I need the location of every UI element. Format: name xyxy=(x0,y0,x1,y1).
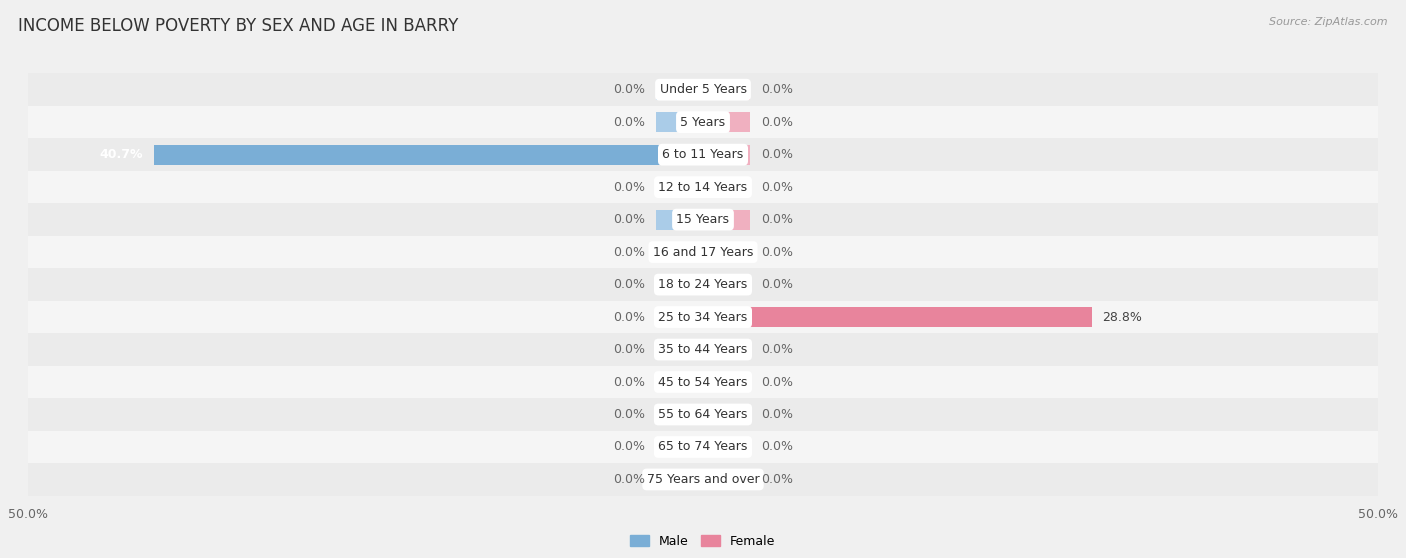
Text: 0.0%: 0.0% xyxy=(761,440,793,454)
Bar xyxy=(28,268,1378,301)
Bar xyxy=(655,339,703,359)
Bar xyxy=(28,301,1378,333)
Text: 0.0%: 0.0% xyxy=(613,440,645,454)
Text: 12 to 14 Years: 12 to 14 Years xyxy=(658,181,748,194)
Text: 0.0%: 0.0% xyxy=(613,181,645,194)
Bar xyxy=(655,275,703,295)
Text: 0.0%: 0.0% xyxy=(761,376,793,388)
Bar xyxy=(28,463,1378,496)
Bar xyxy=(703,177,751,197)
Bar xyxy=(28,106,1378,138)
Bar xyxy=(655,112,703,132)
Bar xyxy=(703,145,751,165)
Bar xyxy=(655,372,703,392)
Text: 45 to 54 Years: 45 to 54 Years xyxy=(658,376,748,388)
Text: 0.0%: 0.0% xyxy=(761,343,793,356)
Bar xyxy=(703,307,1091,327)
Text: 16 and 17 Years: 16 and 17 Years xyxy=(652,246,754,258)
Bar xyxy=(703,275,751,295)
Text: 0.0%: 0.0% xyxy=(761,116,793,129)
Bar xyxy=(703,469,751,489)
Bar xyxy=(655,437,703,457)
Bar xyxy=(703,339,751,359)
Text: 5 Years: 5 Years xyxy=(681,116,725,129)
Text: 0.0%: 0.0% xyxy=(613,473,645,486)
Text: 0.0%: 0.0% xyxy=(613,83,645,96)
Text: 0.0%: 0.0% xyxy=(761,213,793,226)
Text: 0.0%: 0.0% xyxy=(613,408,645,421)
Text: 65 to 74 Years: 65 to 74 Years xyxy=(658,440,748,454)
Text: 75 Years and over: 75 Years and over xyxy=(647,473,759,486)
Text: 0.0%: 0.0% xyxy=(613,343,645,356)
Text: 0.0%: 0.0% xyxy=(761,83,793,96)
Text: 28.8%: 28.8% xyxy=(1102,311,1143,324)
Text: INCOME BELOW POVERTY BY SEX AND AGE IN BARRY: INCOME BELOW POVERTY BY SEX AND AGE IN B… xyxy=(18,17,458,35)
Text: 35 to 44 Years: 35 to 44 Years xyxy=(658,343,748,356)
Text: Under 5 Years: Under 5 Years xyxy=(659,83,747,96)
Bar xyxy=(703,437,751,457)
Text: 25 to 34 Years: 25 to 34 Years xyxy=(658,311,748,324)
Text: 6 to 11 Years: 6 to 11 Years xyxy=(662,148,744,161)
Bar xyxy=(28,398,1378,431)
Bar xyxy=(655,307,703,327)
Bar xyxy=(655,177,703,197)
Bar xyxy=(703,405,751,425)
Bar xyxy=(703,80,751,100)
Bar xyxy=(28,431,1378,463)
Bar xyxy=(28,236,1378,268)
Text: 0.0%: 0.0% xyxy=(613,116,645,129)
Text: 0.0%: 0.0% xyxy=(613,278,645,291)
Text: 0.0%: 0.0% xyxy=(761,148,793,161)
Bar xyxy=(655,405,703,425)
Text: 0.0%: 0.0% xyxy=(613,376,645,388)
Bar xyxy=(655,469,703,489)
Bar xyxy=(28,171,1378,203)
Text: 15 Years: 15 Years xyxy=(676,213,730,226)
Text: 0.0%: 0.0% xyxy=(613,213,645,226)
Bar xyxy=(28,203,1378,236)
Bar xyxy=(28,138,1378,171)
Text: 0.0%: 0.0% xyxy=(613,311,645,324)
Text: 18 to 24 Years: 18 to 24 Years xyxy=(658,278,748,291)
Bar xyxy=(703,210,751,230)
Bar xyxy=(28,366,1378,398)
Bar xyxy=(28,333,1378,366)
Bar xyxy=(703,372,751,392)
Text: 0.0%: 0.0% xyxy=(761,278,793,291)
Text: 40.7%: 40.7% xyxy=(100,148,143,161)
Bar xyxy=(655,242,703,262)
Text: 0.0%: 0.0% xyxy=(761,246,793,258)
Text: 0.0%: 0.0% xyxy=(761,181,793,194)
Text: 0.0%: 0.0% xyxy=(761,473,793,486)
Bar xyxy=(153,145,703,165)
Bar xyxy=(655,210,703,230)
Bar xyxy=(28,74,1378,106)
Text: 0.0%: 0.0% xyxy=(761,408,793,421)
Bar xyxy=(703,112,751,132)
Legend: Male, Female: Male, Female xyxy=(626,530,780,552)
Bar xyxy=(703,242,751,262)
Bar xyxy=(655,80,703,100)
Text: 55 to 64 Years: 55 to 64 Years xyxy=(658,408,748,421)
Text: 0.0%: 0.0% xyxy=(613,246,645,258)
Text: Source: ZipAtlas.com: Source: ZipAtlas.com xyxy=(1270,17,1388,27)
